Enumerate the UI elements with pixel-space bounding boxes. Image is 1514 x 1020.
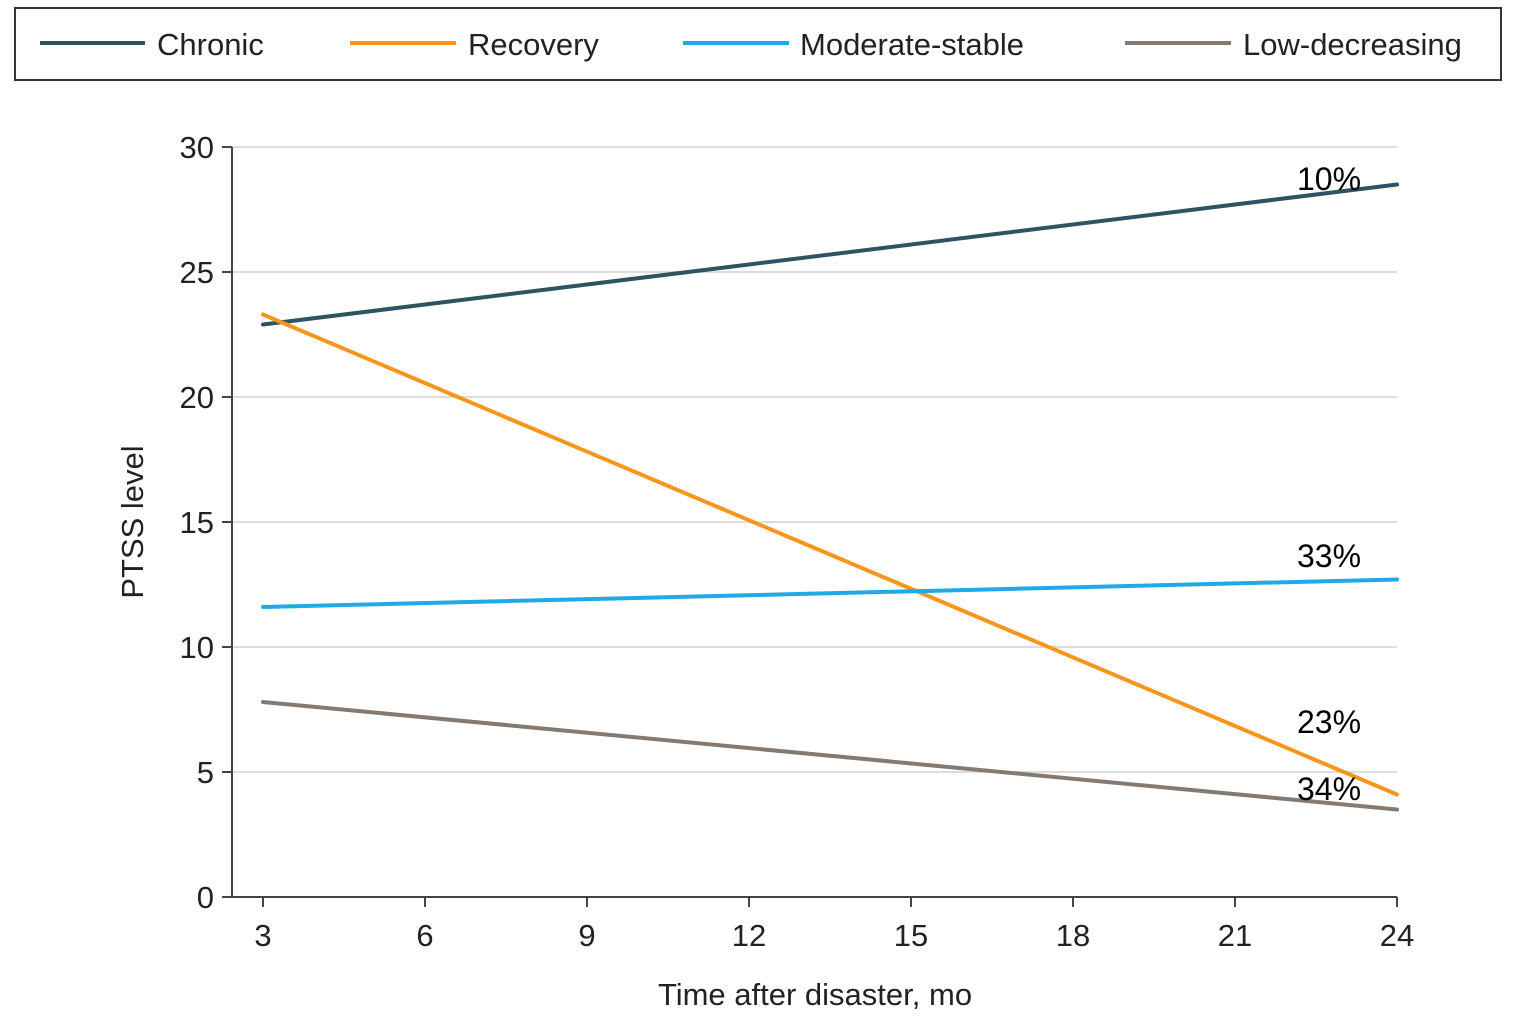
y-tick-label: 20 — [180, 380, 214, 415]
x-tick-label: 3 — [254, 918, 271, 953]
series-lines — [261, 182, 1399, 812]
legend-label: Moderate-stable — [800, 27, 1024, 62]
x-tick-label: 21 — [1218, 918, 1252, 953]
x-tick-label: 9 — [578, 918, 595, 953]
series-line-chronic — [261, 182, 1399, 327]
end-label: 34% — [1297, 771, 1361, 807]
end-label: 33% — [1297, 538, 1361, 574]
series-line-moderate-stable — [261, 577, 1399, 609]
x-tick-label: 18 — [1056, 918, 1090, 953]
y-tick-label: 30 — [180, 130, 214, 165]
end-label: 10% — [1297, 161, 1361, 197]
series-line-recovery — [261, 312, 1399, 797]
legend-label: Chronic — [157, 27, 264, 62]
x-tick-label: 24 — [1380, 918, 1414, 953]
x-tick-label: 15 — [894, 918, 928, 953]
x-tick-label: 12 — [732, 918, 766, 953]
y-tick-label: 10 — [180, 630, 214, 665]
y-tick-label: 5 — [197, 755, 214, 790]
gridlines — [232, 146, 1397, 773]
end-label: 23% — [1297, 704, 1361, 740]
y-tick-label: 15 — [180, 505, 214, 540]
series-line-low-decreasing — [261, 700, 1399, 812]
end-labels: 10% 23% 33% 34% — [1297, 161, 1361, 807]
y-tick-label: 25 — [180, 255, 214, 290]
y-tick-label: 0 — [197, 880, 214, 915]
legend: Chronic Recovery Moderate-stable Low-decrea… — [14, 7, 1502, 81]
x-axis-title: Time after disaster, mo — [658, 977, 972, 1012]
legend-label: Recovery — [468, 27, 599, 62]
x-tick-label: 6 — [416, 918, 433, 953]
axes: 0 5 10 15 20 25 30 3 6 9 12 15 18 21 24 — [180, 130, 1415, 953]
legend-label: Low-decreasing — [1243, 27, 1462, 62]
y-axis-title: PTSS level — [115, 445, 150, 598]
